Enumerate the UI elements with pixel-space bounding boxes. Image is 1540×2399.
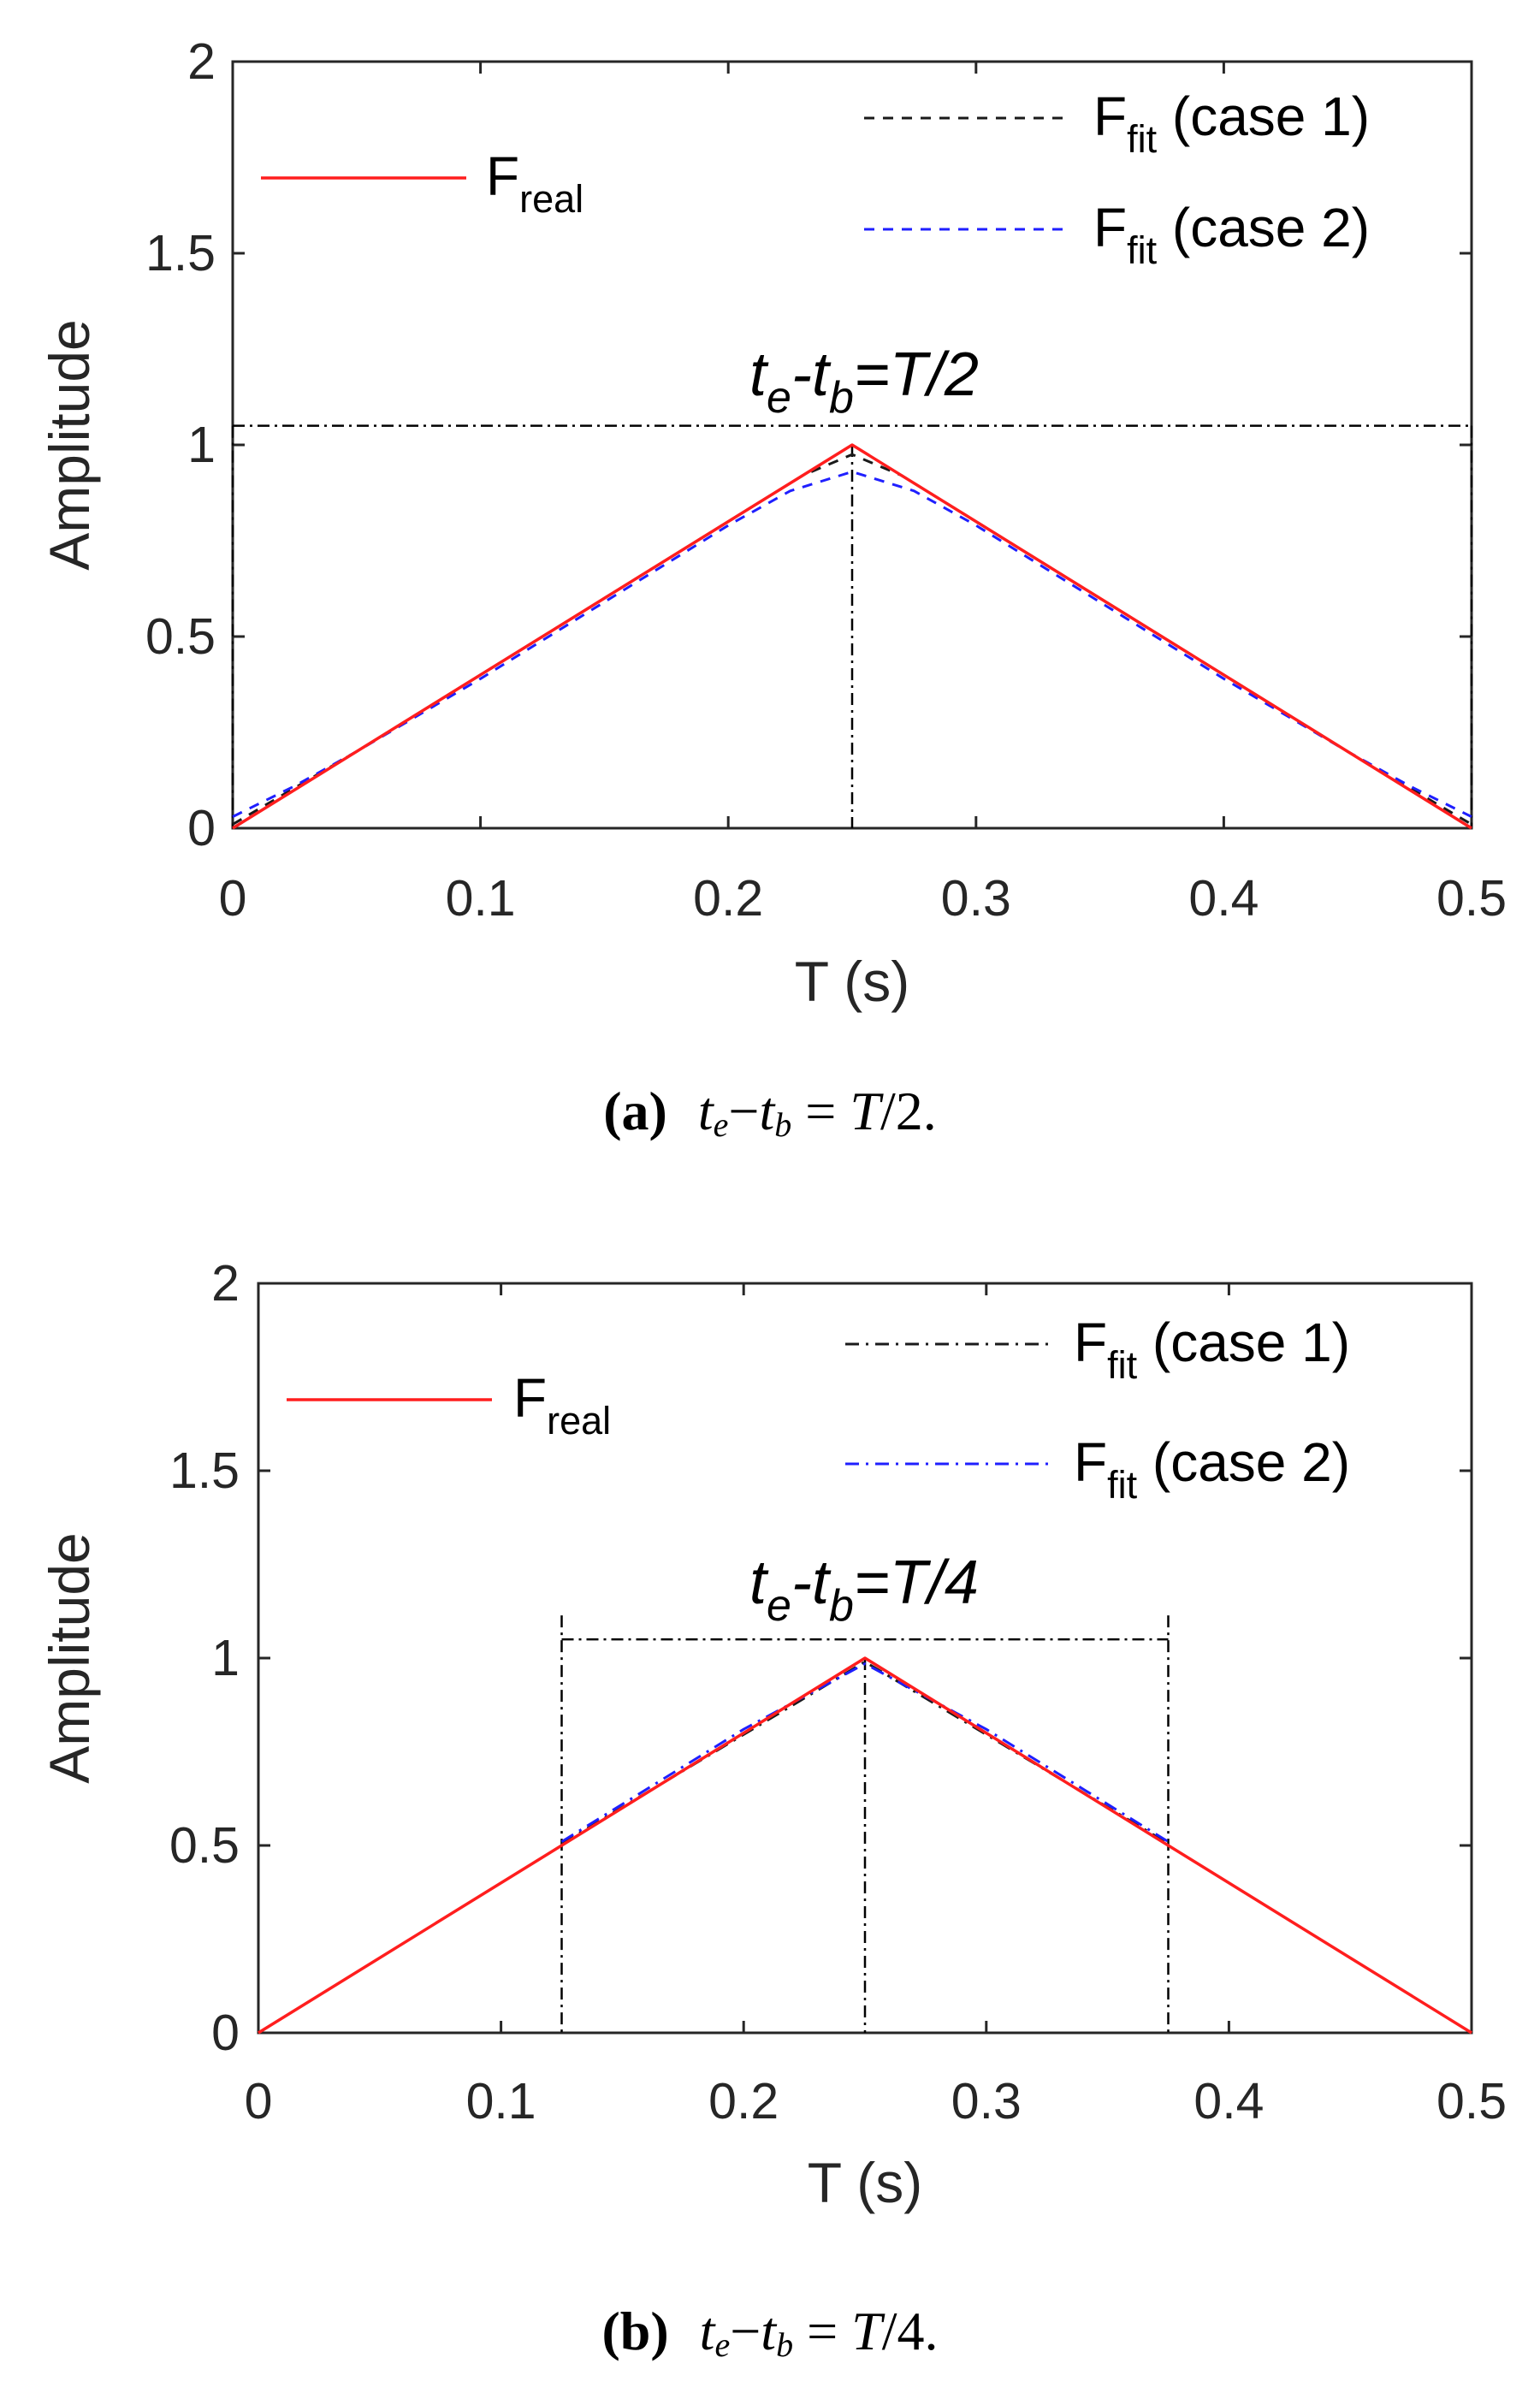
panel-b-legend-label-case1: Ffit (case 1) xyxy=(1074,1312,1350,1387)
panel-a: 0 0.5 1 1.5 2 0 0.1 0.2 0.3 0.4 0.5 T (s… xyxy=(38,33,1507,1144)
panel-a-caption: (a) te−tb = T/2. xyxy=(603,1081,937,1144)
panel-b-xtick-label: 0 xyxy=(245,2073,273,2129)
panel-a-window-annotation: te-tb=T/2 xyxy=(749,341,979,423)
panel-b-xtick-label: 0.5 xyxy=(1436,2073,1507,2129)
panel-a-legend-label-real: Freal xyxy=(486,145,583,221)
panel-a-x-axis-label: T (s) xyxy=(795,950,909,1013)
panel-b-ytick-label: 1 xyxy=(211,1630,240,1686)
panel-b-xtick-label: 0.3 xyxy=(951,2073,1022,2129)
panel-a-marks xyxy=(231,60,1473,830)
panel-b-legend-label-real: Freal xyxy=(513,1367,611,1442)
panel-b-caption: (b) te−tb = T/4. xyxy=(601,2301,938,2364)
panel-a-xtick-label: 0.5 xyxy=(1436,870,1507,927)
panel-b-y-ticks: 0 0.5 1 1.5 2 xyxy=(169,1255,240,2061)
panel-a-legend-label-case1: Ffit (case 1) xyxy=(1093,86,1370,161)
panel-a-x-ticks: 0 0.1 0.2 0.3 0.4 0.5 xyxy=(219,870,1507,927)
panel-a-series-real xyxy=(232,443,1472,830)
panel-b-x-axis-label: T (s) xyxy=(808,2151,922,2214)
panel-a-y-ticks: 0 0.5 1 1.5 2 xyxy=(145,33,216,856)
panel-b-ytick-label: 1.5 xyxy=(169,1442,240,1499)
panel-b-ytick-label: 0 xyxy=(211,2005,240,2061)
panel-b-xtick-label: 0.2 xyxy=(708,2073,779,2129)
panel-b: 0 0.5 1 1.5 2 0 0.1 0.2 0.3 0.4 0.5 T (s… xyxy=(38,1255,1507,2364)
panel-b-xtick-label: 0.1 xyxy=(466,2073,536,2129)
panel-a-ytick-label: 1.5 xyxy=(145,225,216,281)
panel-a-y-axis-label: Amplitude xyxy=(38,319,101,571)
panel-a-xtick-label: 0.1 xyxy=(446,870,516,927)
panel-a-xtick-label: 0.2 xyxy=(693,870,763,927)
panel-b-legend-label-case2: Ffit (case 2) xyxy=(1074,1431,1350,1507)
panel-a-xtick-label: 0 xyxy=(219,870,247,927)
panel-b-window-annotation: te-tb=T/4 xyxy=(749,1549,979,1631)
panel-b-series-case2 xyxy=(560,1662,1170,1843)
panel-a-xtick-label: 0.3 xyxy=(941,870,1011,927)
panel-b-marks xyxy=(257,1282,1473,2035)
panel-a-ytick-label: 2 xyxy=(187,33,216,90)
panel-b-ytick-label: 2 xyxy=(211,1255,240,1312)
panel-a-ytick-label: 0.5 xyxy=(145,608,216,665)
panel-b-xtick-label: 0.4 xyxy=(1194,2073,1264,2129)
panel-b-ytick-label: 0.5 xyxy=(169,1817,240,1874)
panel-a-legend-label-case2: Ffit (case 2) xyxy=(1093,197,1370,272)
panel-b-series-real xyxy=(258,1656,1472,2035)
panel-b-y-axis-label: Amplitude xyxy=(38,1532,101,1784)
panel-a-legend: Freal Ffit (case 1) Ffit (case 2) xyxy=(261,86,1370,272)
panel-b-x-ticks: 0 0.1 0.2 0.3 0.4 0.5 xyxy=(245,2073,1507,2129)
panel-a-ytick-label: 1 xyxy=(187,417,216,473)
panel-a-ytick-label: 0 xyxy=(187,800,216,856)
panel-b-legend: Freal Ffit (case 1) Ffit (case 2) xyxy=(287,1312,1350,1507)
panel-a-xtick-label: 0.4 xyxy=(1188,870,1259,927)
